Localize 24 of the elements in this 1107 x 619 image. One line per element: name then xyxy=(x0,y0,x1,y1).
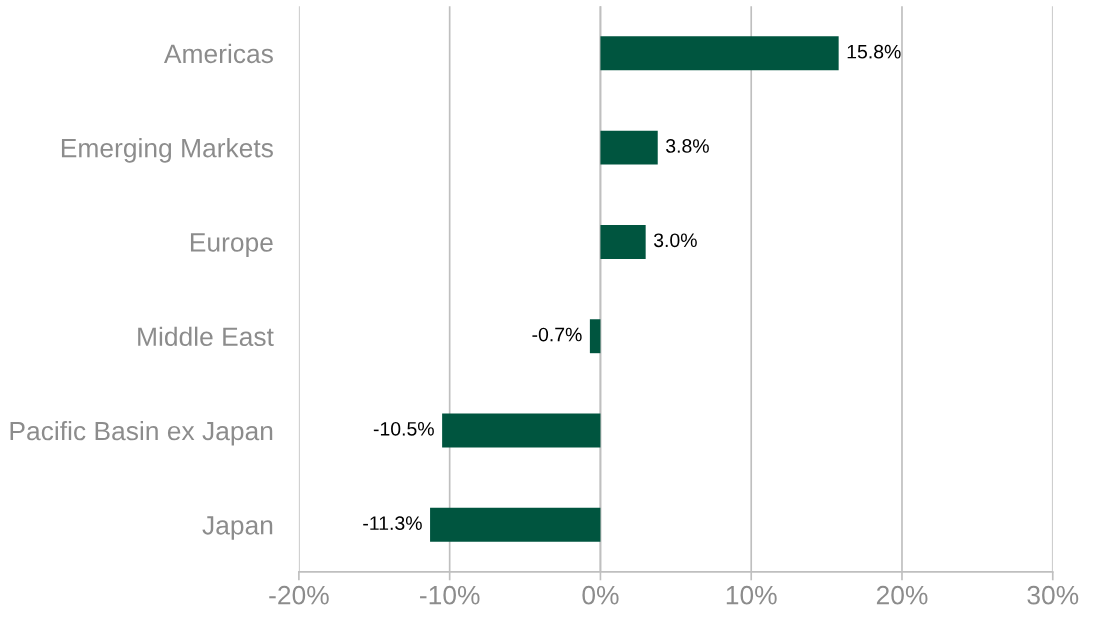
x-tick-label: -20% xyxy=(269,585,329,605)
bar xyxy=(442,413,601,448)
y-tick-label: Europe xyxy=(190,233,273,257)
y-tick-label: Middle East xyxy=(138,326,274,347)
bar xyxy=(600,36,839,71)
x-tick-label: -10% xyxy=(420,585,480,605)
x-tick-label: 10% xyxy=(726,585,777,605)
y-tick-label: Pacific Basin ex Japan xyxy=(10,420,273,446)
bar xyxy=(600,224,646,259)
data-label: -11.3% xyxy=(363,516,422,531)
data-label: 3.8% xyxy=(666,139,709,153)
data-label: 15.8% xyxy=(847,44,901,59)
data-label: -0.7% xyxy=(532,327,582,342)
x-tick-label: 0% xyxy=(582,585,619,605)
x-tick-label: 30% xyxy=(1027,585,1079,605)
x-tick-label: 20% xyxy=(876,585,928,605)
bar xyxy=(430,507,601,542)
y-tick-label: Emerging Markets xyxy=(61,138,273,163)
data-label: 3.0% xyxy=(653,233,697,248)
bar xyxy=(600,130,658,165)
bar xyxy=(589,319,601,354)
y-tick-label: Japan xyxy=(202,516,273,540)
data-label: -10.5% xyxy=(373,421,434,436)
y-tick-label: Americas xyxy=(163,43,273,64)
